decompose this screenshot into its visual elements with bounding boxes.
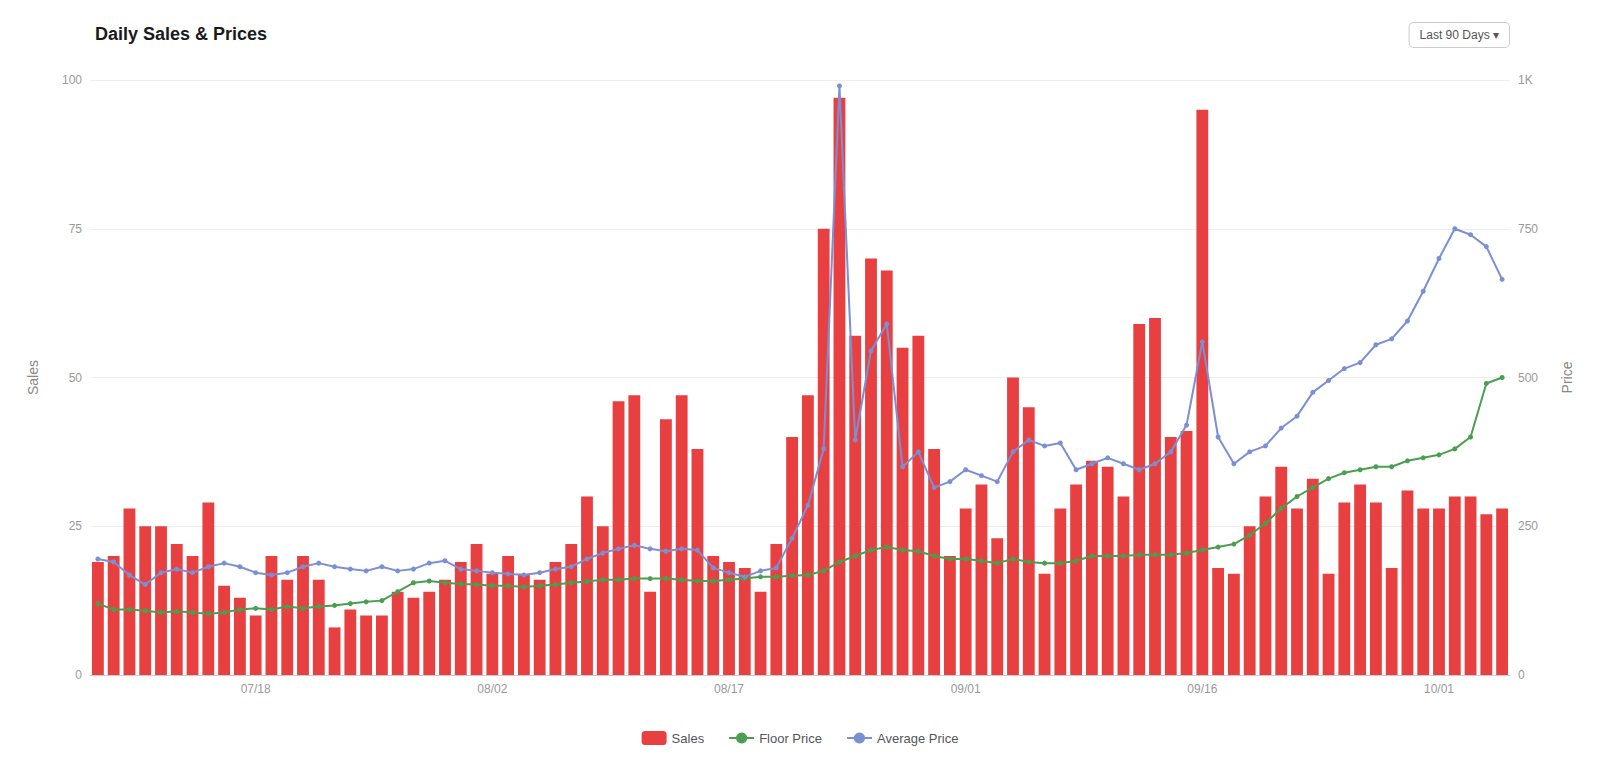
- svg-text:09/16: 09/16: [1187, 682, 1217, 696]
- svg-text:Price: Price: [1559, 361, 1575, 393]
- svg-text:500: 500: [1518, 371, 1538, 385]
- svg-text:Last 90 Days ▾: Last 90 Days ▾: [1420, 28, 1499, 42]
- svg-text:Average Price: Average Price: [877, 731, 958, 746]
- svg-text:07/18: 07/18: [241, 682, 271, 696]
- svg-text:Floor Price: Floor Price: [759, 731, 822, 746]
- svg-text:Daily Sales & Prices: Daily Sales & Prices: [95, 24, 267, 44]
- svg-text:50: 50: [69, 371, 83, 385]
- svg-text:08/02: 08/02: [477, 682, 507, 696]
- svg-text:75: 75: [69, 222, 83, 236]
- svg-text:1K: 1K: [1518, 73, 1533, 87]
- svg-text:Sales: Sales: [672, 731, 705, 746]
- svg-text:09/01: 09/01: [951, 682, 981, 696]
- svg-text:250: 250: [1518, 519, 1538, 533]
- svg-text:Sales: Sales: [25, 360, 41, 395]
- svg-text:10/01: 10/01: [1424, 682, 1454, 696]
- svg-text:25: 25: [69, 519, 83, 533]
- svg-text:0: 0: [75, 668, 82, 682]
- svg-text:750: 750: [1518, 222, 1538, 236]
- svg-text:100: 100: [62, 73, 82, 87]
- svg-text:08/17: 08/17: [714, 682, 744, 696]
- svg-text:0: 0: [1518, 668, 1525, 682]
